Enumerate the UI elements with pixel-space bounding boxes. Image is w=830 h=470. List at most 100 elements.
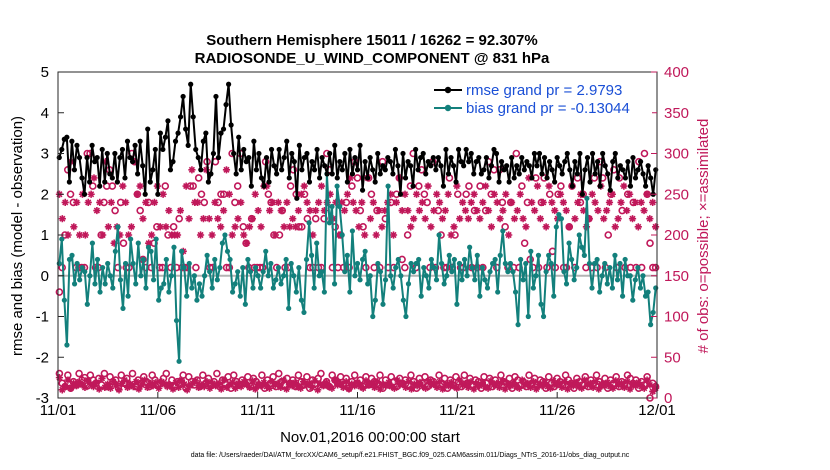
bias-point [563,281,570,287]
obs-assimilated-marker [620,383,628,392]
bias-point [520,277,526,283]
rmse-point [589,150,596,157]
bias-point [492,256,498,263]
rmse-point [311,167,318,173]
rmse-point [491,146,497,153]
obs-assimilated-marker [611,223,619,231]
rmse-point [309,159,315,165]
obs-assimilated-marker [634,223,642,231]
bias-point [523,260,529,267]
rmse-point [557,163,563,169]
obs-assimilated-marker [563,385,572,393]
obs-possible-marker [465,182,473,190]
obs-assimilated-marker [551,206,559,215]
obs-assimilated-marker [439,385,447,393]
rmse-point [478,171,484,177]
obs-assimilated-marker [366,215,375,223]
obs-assimilated-marker [626,385,634,393]
bias-point [184,293,190,299]
bias-point [115,224,121,230]
obs-assimilated-marker [101,158,110,166]
obs-assimilated-marker [87,190,95,198]
obs-assimilated-marker [138,381,146,389]
rmse-point [337,159,343,165]
y-axis-right: 0 50 100 150 200 250 300 350 400 [651,64,689,407]
bias-point [461,256,468,263]
rmse-point [69,138,75,144]
bias-point [209,285,215,291]
rmse-point [175,130,181,136]
obs-assimilated-marker [507,198,516,206]
rmse-point [450,163,457,169]
obs-assimilated-marker [476,215,484,223]
y-tick-label: -2 [36,349,49,366]
bias-point [107,273,113,279]
obs-assimilated-marker [64,376,72,384]
obs-assimilated-marker [312,206,320,215]
obs-assimilated-marker [433,190,441,198]
bias-point [650,309,656,316]
obs-possible-marker [162,369,171,378]
bias-point [255,273,261,279]
bias-point [589,285,595,291]
obs-assimilated-marker [339,383,347,392]
obs-assimilated-marker [441,380,450,388]
bias-point [92,281,98,287]
obs-assimilated-marker [89,382,98,391]
obs-possible-marker [75,369,83,378]
rmse-point [435,154,441,161]
obs-assimilated-marker [459,198,467,206]
obs-assimilated-marker [234,215,242,223]
bias-point [426,285,432,291]
rmse-point [109,175,115,181]
obs-assimilated-marker [282,385,291,393]
bias-point [112,248,118,254]
obs-assimilated-marker [358,198,366,206]
obs-possible-marker [414,182,423,190]
obs-possible-marker [545,190,554,199]
obs-possible-marker [348,182,356,190]
obs-possible-marker [525,371,533,379]
obs-possible-marker [274,369,283,378]
obs-possible-marker [117,371,126,379]
rmse-point [316,175,323,181]
rmse-point [344,179,350,185]
bias-point [512,289,519,295]
obs-assimilated-marker [393,376,401,384]
bias-point [561,269,567,275]
obs-assimilated-marker [84,376,92,384]
obs-assimilated-marker [507,382,515,390]
obs-possible-marker [258,371,266,379]
bias-point [329,203,335,210]
obs-assimilated-marker [303,198,311,206]
rmse-point [228,122,234,128]
rmse-point [276,146,282,153]
rmse-point [132,142,138,148]
obs-assimilated-marker [84,198,92,206]
obs-assimilated-marker [311,377,319,385]
chart-title-line1: Southern Hemisphere 15011 / 16262 = 92.3… [206,32,537,49]
obs-assimilated-marker [412,190,421,198]
bias-point [579,244,585,250]
obs-assimilated-marker [132,378,140,386]
rmse-point [268,146,275,153]
bias-point [301,309,307,316]
obs-possible-marker [66,190,75,199]
bias-point [194,297,200,303]
rmse-point [71,167,78,173]
rmse-point [145,126,151,132]
obs-assimilated-marker [126,380,134,388]
obs-possible-marker [108,182,117,190]
obs-assimilated-marker [549,377,557,385]
bias-point [451,256,457,263]
y-tick-label: 3 [41,146,49,163]
rmse-point [648,175,654,181]
bias-point [515,322,521,328]
obs-assimilated-marker [118,379,126,387]
legend-bias-label: bias grand pr = -0.13044 [466,100,630,117]
obs-assimilated-marker [328,384,336,392]
obs-assimilated-marker [199,215,208,223]
bias-point [553,224,559,230]
rmse-point [129,159,136,165]
obs-assimilated-marker [188,166,196,174]
